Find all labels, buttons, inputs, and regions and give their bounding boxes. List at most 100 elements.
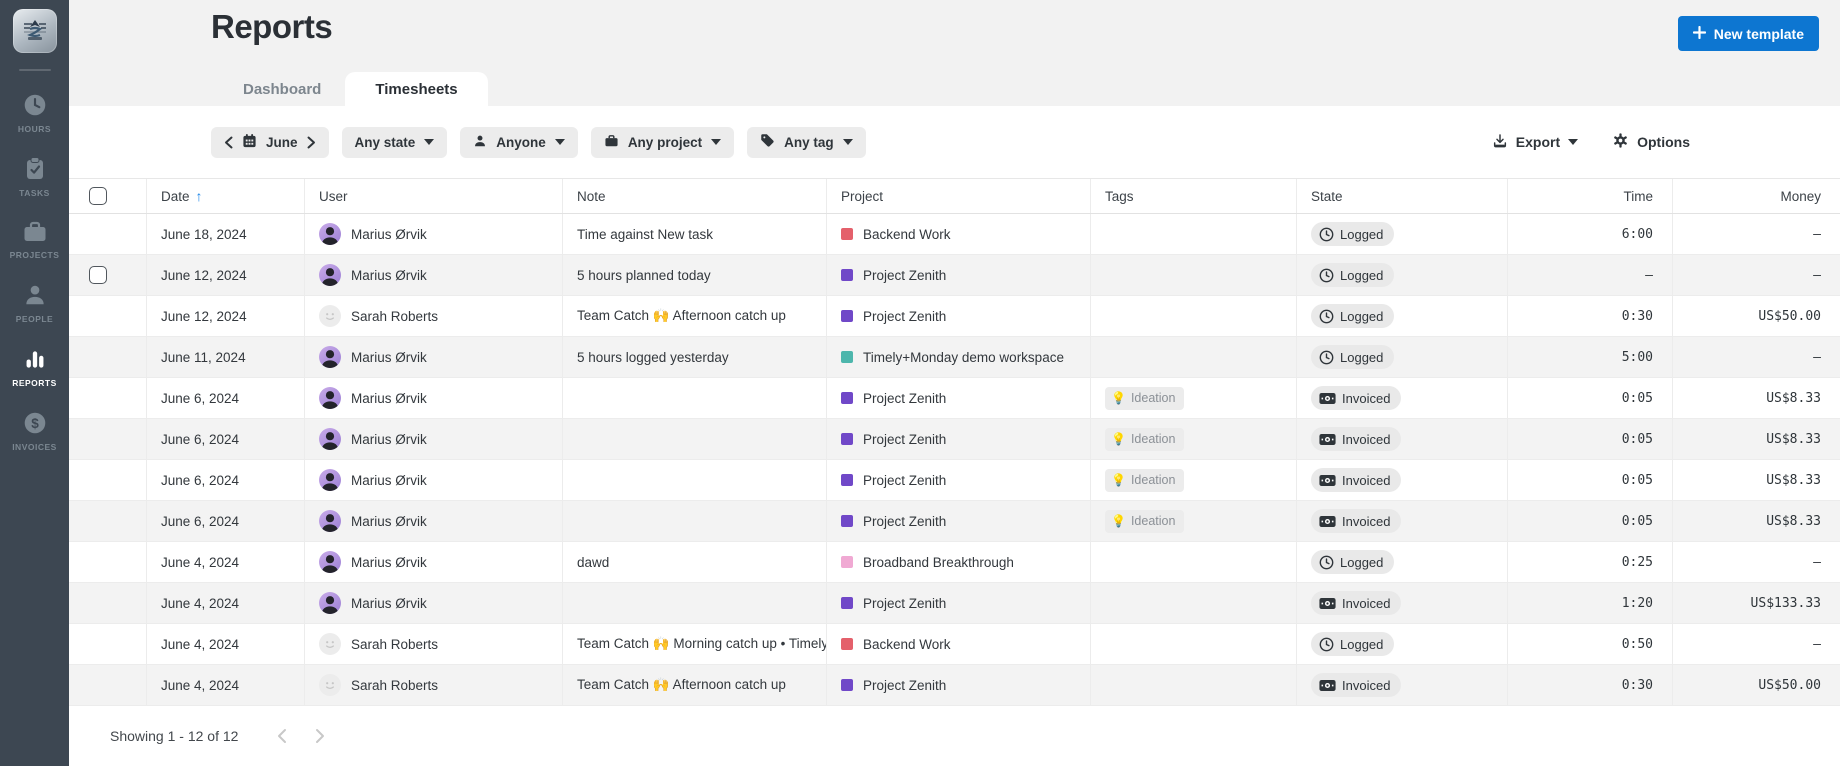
column-header-tags[interactable]: Tags: [1091, 179, 1297, 213]
new-template-button[interactable]: New template: [1677, 16, 1819, 51]
cell-date: June 12, 2024: [147, 296, 305, 336]
cell-money: US$8.33: [1766, 472, 1821, 488]
project-color-swatch: [841, 515, 853, 527]
cell-note: Team Catch 🙌 Morning catch up • Timely: [563, 624, 827, 664]
tag-pill: 💡 Ideation: [1105, 386, 1185, 410]
row-checkbox[interactable]: [89, 266, 107, 284]
user-filter-dropdown[interactable]: Anyone: [460, 126, 578, 158]
clock-icon: [22, 92, 48, 118]
lightbulb-icon: 💡: [1111, 391, 1126, 405]
cell-user: Sarah Roberts: [305, 296, 563, 336]
cell-note: [563, 501, 827, 541]
chevron-right-icon[interactable]: [307, 136, 316, 149]
table-row[interactable]: June 4, 2024 Marius Ørvik dawd Broadband…: [69, 542, 1840, 583]
table-row[interactable]: June 4, 2024 Marius Ørvik Project Zenith…: [69, 583, 1840, 624]
state-badge: Invoiced: [1311, 386, 1402, 410]
cell-state: Logged: [1297, 337, 1508, 377]
cell-tags: 💡 Ideation: [1091, 378, 1297, 418]
cell-project: Project Zenith: [827, 255, 1091, 295]
sidebar-item-tasks[interactable]: TASKS: [0, 145, 69, 209]
dollar-icon: $: [22, 410, 48, 436]
clock-icon: [1319, 309, 1334, 323]
table-row[interactable]: June 11, 2024 Marius Ørvik 5 hours logge…: [69, 337, 1840, 378]
cell-state: Invoiced: [1297, 665, 1508, 705]
select-all-checkbox[interactable]: [89, 187, 107, 205]
column-header-project[interactable]: Project: [827, 179, 1091, 213]
user-filter-value: Anyone: [496, 134, 546, 150]
download-icon: [1492, 133, 1508, 152]
clock-icon: [1319, 637, 1334, 651]
cell-date: June 4, 2024: [147, 583, 305, 623]
sort-asc-icon: ↑: [195, 188, 203, 204]
table-row[interactable]: June 18, 2024 Marius Ørvik Time against …: [69, 214, 1840, 255]
tab-bar: Dashboard Timesheets: [219, 72, 488, 106]
sidebar-item-people[interactable]: PEOPLE: [0, 271, 69, 335]
column-header-user[interactable]: User: [305, 179, 563, 213]
cell-date: June 12, 2024: [147, 255, 305, 295]
new-template-label: New template: [1713, 25, 1804, 42]
state-badge: Logged: [1311, 632, 1395, 656]
tab-timesheets[interactable]: Timesheets: [345, 72, 488, 106]
sidebar-item-projects[interactable]: PROJECTS: [0, 209, 69, 271]
project-filter-dropdown[interactable]: Any project: [590, 126, 735, 158]
date-range-picker[interactable]: June: [211, 126, 329, 158]
state-filter-dropdown[interactable]: Any state: [341, 126, 448, 158]
state-badge: Invoiced: [1311, 591, 1402, 615]
project-color-swatch: [841, 679, 853, 691]
table-row[interactable]: June 6, 2024 Marius Ørvik Project Zenith…: [69, 501, 1840, 542]
avatar: [319, 223, 341, 245]
avatar: [319, 428, 341, 450]
options-label: Options: [1637, 134, 1690, 150]
export-button[interactable]: Export: [1492, 133, 1579, 152]
cell-note: 5 hours logged yesterday: [563, 337, 827, 377]
cell-user: Marius Ørvik: [305, 255, 563, 295]
cell-note: [563, 460, 827, 500]
column-header-money[interactable]: Money: [1780, 188, 1821, 204]
pagination-next-button[interactable]: [315, 728, 326, 744]
cell-time: 0:05: [1508, 501, 1673, 541]
table-row[interactable]: June 6, 2024 Marius Ørvik Project Zenith…: [69, 419, 1840, 460]
project-color-swatch: [841, 351, 853, 363]
sidebar-item-hours[interactable]: HOURS: [0, 81, 69, 145]
state-filter-value: Any state: [354, 134, 416, 150]
cell-time: 0:50: [1508, 624, 1673, 664]
column-header-time[interactable]: Time: [1508, 179, 1673, 213]
workspace-logo-glyph: [23, 20, 46, 40]
pagination-prev-button[interactable]: [276, 728, 287, 744]
options-button[interactable]: Options: [1612, 132, 1690, 152]
cell-date: June 6, 2024: [147, 501, 305, 541]
table-row[interactable]: June 4, 2024 Sarah Roberts Team Catch 🙌 …: [69, 665, 1840, 706]
tab-dashboard[interactable]: Dashboard: [243, 80, 322, 98]
table-row[interactable]: June 4, 2024 Sarah Roberts Team Catch 🙌 …: [69, 624, 1840, 665]
sidebar-item-invoices[interactable]: $ INVOICES: [0, 399, 69, 463]
cell-time: 0:30: [1508, 296, 1673, 336]
cell-state: Logged: [1297, 214, 1508, 254]
lightbulb-icon: 💡: [1111, 473, 1126, 487]
table-row[interactable]: June 12, 2024 Sarah Roberts Team Catch 🙌…: [69, 296, 1840, 337]
cell-money: —: [1813, 636, 1821, 652]
tag-filter-dropdown[interactable]: Any tag: [747, 126, 866, 158]
table-footer: Showing 1 - 12 of 12: [69, 706, 1840, 766]
sidebar-item-reports[interactable]: REPORTS: [0, 335, 69, 399]
cell-user: Marius Ørvik: [305, 337, 563, 377]
cell-time: 1:20: [1508, 583, 1673, 623]
state-badge: Logged: [1311, 550, 1395, 574]
table-row[interactable]: June 6, 2024 Marius Ørvik Project Zenith…: [69, 378, 1840, 419]
chevron-left-icon[interactable]: [224, 136, 233, 149]
table-row[interactable]: June 12, 2024 Marius Ørvik 5 hours plann…: [69, 255, 1840, 296]
cell-user: Marius Ørvik: [305, 419, 563, 459]
cell-tags: [1091, 214, 1297, 254]
cell-tags: [1091, 255, 1297, 295]
cell-project: Project Zenith: [827, 296, 1091, 336]
lightbulb-icon: 💡: [1111, 432, 1126, 446]
cell-state: Invoiced: [1297, 378, 1508, 418]
column-header-note[interactable]: Note: [563, 179, 827, 213]
cell-money: —: [1813, 349, 1821, 365]
column-header-date[interactable]: Date ↑: [147, 179, 305, 213]
column-header-state[interactable]: State: [1297, 179, 1508, 213]
cell-project: Project Zenith: [827, 460, 1091, 500]
cell-money: US$50.00: [1758, 308, 1821, 324]
table-row[interactable]: June 6, 2024 Marius Ørvik Project Zenith…: [69, 460, 1840, 501]
workspace-logo[interactable]: [12, 9, 57, 53]
